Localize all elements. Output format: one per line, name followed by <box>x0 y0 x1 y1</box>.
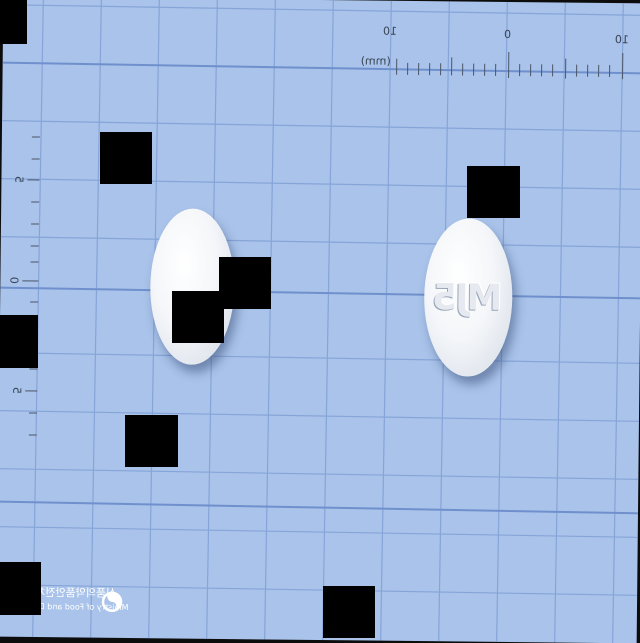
redaction-box <box>0 562 41 615</box>
ruler-unit-label: (mm) <box>361 54 391 67</box>
redaction-box <box>172 291 224 343</box>
pill-right: MJ5 <box>423 218 513 377</box>
ruler-v-label-center: 0 <box>7 277 20 284</box>
redaction-box <box>467 166 520 218</box>
ruler-h-label-right: 10 <box>615 33 629 46</box>
ruler-v-label-top: 5 <box>12 176 25 183</box>
ministry-logo-icon <box>101 585 123 619</box>
redaction-box <box>323 586 375 638</box>
redaction-box <box>125 415 178 467</box>
ruler-v-label-bottom: 5 <box>10 387 23 394</box>
redaction-box <box>0 0 27 44</box>
redaction-box <box>100 132 152 184</box>
redaction-box <box>0 315 38 368</box>
ruler-h-label-center: 0 <box>504 28 511 41</box>
redaction-box <box>219 257 271 309</box>
ruler-h-label-left: 10 <box>383 25 397 38</box>
pill-imprint: MJ5 <box>423 218 513 377</box>
